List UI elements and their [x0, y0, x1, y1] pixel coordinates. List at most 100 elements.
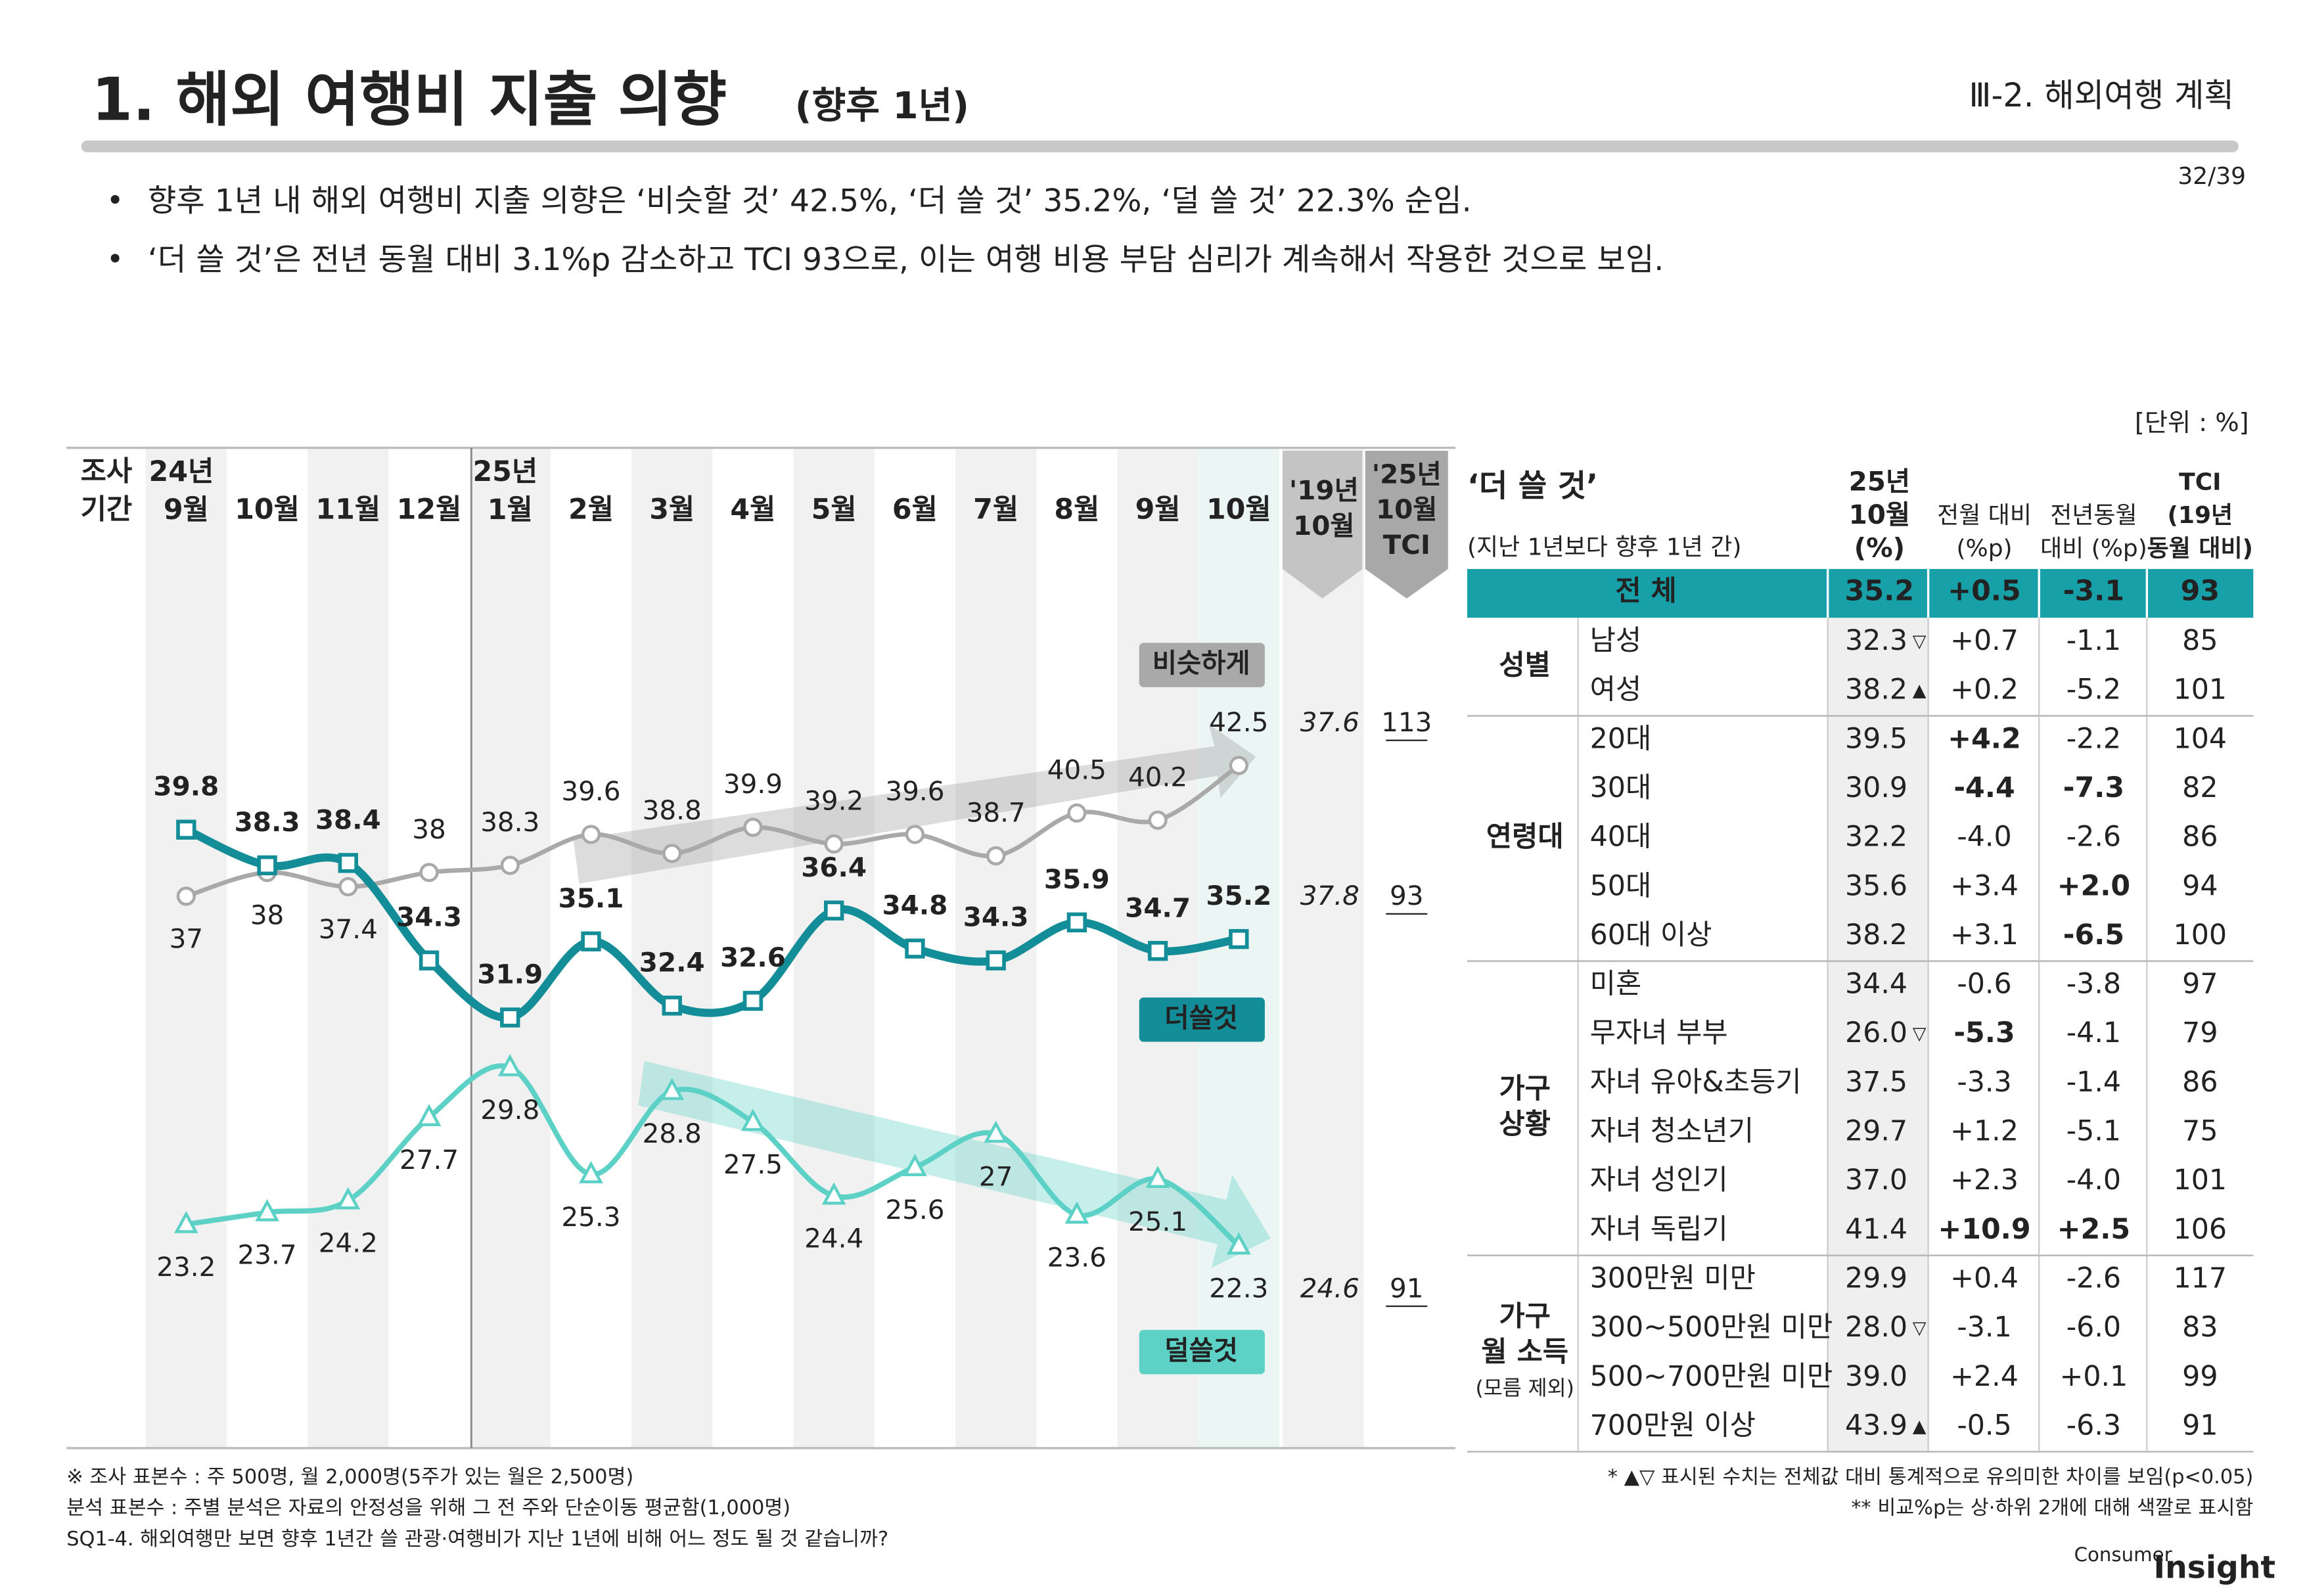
- column-header: TCI: [2179, 469, 2221, 496]
- cell: 75: [2182, 1115, 2218, 1148]
- cell: 37.0: [1845, 1164, 1907, 1197]
- cell: -4.4: [1953, 771, 2015, 804]
- row-label: 자녀 청소년기: [1590, 1115, 1754, 1148]
- column-stripe: [469, 447, 551, 1448]
- row-label: 300~500만원 미만: [1590, 1311, 1833, 1344]
- value-label: 23.7: [238, 1239, 297, 1271]
- footnote: * ▲▽ 표시된 수치는 전체값 대비 통계적으로 유의미한 차이를 보임(p<…: [1608, 1465, 2253, 1488]
- value-label: 35.9: [1044, 863, 1110, 895]
- row-label: 미혼: [1590, 968, 1642, 1001]
- group-label: 연령대: [1486, 821, 1564, 854]
- section-label: Ⅲ-2. 해외여행 계획: [1969, 76, 2234, 114]
- row-label: 500~700만원 미만: [1590, 1360, 1833, 1393]
- cell: 104: [2174, 722, 2227, 755]
- cell: -5.1: [2066, 1115, 2121, 1148]
- value-label: 38.4: [315, 804, 381, 835]
- cell: -3.1: [1957, 1311, 2011, 1344]
- marker: [1226, 1232, 1251, 1255]
- tci-header-label: 10월: [1376, 493, 1438, 525]
- marker: [257, 855, 277, 876]
- comparison-header-label: '19년: [1289, 474, 1359, 506]
- cell: -2.2: [2066, 722, 2121, 755]
- marker: [986, 846, 1006, 866]
- comparison-header-label: 10월: [1293, 510, 1355, 541]
- bullet: ‘더 쓸 것’은 전년 동월 대비 3.1%p 감소하고 TCI 93으로, 이…: [148, 242, 1664, 278]
- cell: 86: [2182, 1066, 2218, 1099]
- value-label: 25.1: [1128, 1206, 1187, 1237]
- cell: 99: [2182, 1360, 2218, 1393]
- value-label: 38.3: [235, 806, 300, 838]
- cell: 38.2: [1845, 919, 1907, 951]
- cell: 32.2: [1845, 821, 1907, 854]
- trend-arrow: [638, 1060, 1271, 1268]
- value-label: 39.2: [804, 785, 863, 816]
- cell: -5.2: [2066, 673, 2121, 706]
- unit: [단위 : %]: [2135, 409, 2249, 438]
- value-label: 27.7: [399, 1144, 459, 1175]
- column-header: 25년: [1849, 466, 1911, 497]
- sig-mark: ▲: [1913, 681, 1927, 701]
- x-tick-label: 12월: [397, 493, 462, 526]
- footnote: SQ1-4. 해외여행만 보면 향후 1년간 쓸 관광·여행비가 지난 1년에 …: [66, 1528, 888, 1551]
- series-line: [184, 826, 1240, 1022]
- cell: -5.3: [1953, 1016, 2015, 1049]
- value-label: 34.3: [396, 901, 462, 933]
- footer: ※ 조사 표본수 : 주 500명, 월 2,000명(5주가 있는 월은 2,…: [66, 1465, 2275, 1585]
- cell: 41.4: [1845, 1213, 1907, 1246]
- marker: [660, 1078, 685, 1101]
- marker: [581, 825, 601, 844]
- marker: [984, 1120, 1009, 1143]
- marker: [338, 877, 358, 897]
- marker: [338, 853, 358, 873]
- marker: [1147, 941, 1168, 961]
- value-label: 36.4: [801, 852, 867, 883]
- row-label: 남성: [1590, 624, 1642, 657]
- cell: 28.0: [1845, 1311, 1907, 1344]
- legend-box: [1139, 997, 1265, 1042]
- column-stripe: [631, 447, 713, 1448]
- x-tick-label: 9월: [1135, 493, 1181, 526]
- x-tick-label: 7월: [973, 493, 1018, 526]
- group-label: 상황: [1499, 1108, 1551, 1141]
- row-label: 무자녀 부부: [1590, 1016, 1728, 1049]
- marker: [1148, 810, 1168, 830]
- cell: -3.8: [2066, 968, 2121, 1001]
- x-tick-label: 24년 9월: [149, 455, 224, 526]
- row-label: 자녀 독립기: [1590, 1213, 1728, 1246]
- x-tick-label: 10월: [1206, 493, 1271, 526]
- header-bar: [81, 140, 2239, 152]
- tci-value: 113: [1381, 706, 1432, 738]
- marker: [905, 825, 925, 844]
- value-label: 40.2: [1128, 761, 1187, 792]
- comparison-value: 37.8: [1300, 880, 1359, 911]
- row-label: 40대: [1590, 821, 1652, 854]
- row-label: 700만원 이상: [1590, 1409, 1756, 1442]
- cell: -6.3: [2066, 1409, 2121, 1442]
- cell: +2.3: [1950, 1164, 2019, 1197]
- x-tick-label: 4월: [730, 493, 775, 526]
- tci-value: 93: [1390, 880, 1423, 911]
- comparison-value: 37.6: [1300, 706, 1359, 738]
- sig-mark: ▲: [1913, 1417, 1927, 1437]
- column-header: 동월 대비): [2147, 536, 2253, 562]
- total-value: 35.2: [1845, 574, 1914, 607]
- total-label: 전 체: [1615, 574, 1676, 607]
- cell: -2.6: [2066, 1262, 2121, 1295]
- column-header: 대비 (%p): [2040, 536, 2147, 562]
- column-header: (%p): [1956, 536, 2012, 562]
- marker: [336, 1187, 361, 1210]
- marker: [173, 1210, 198, 1233]
- row-label: 50대: [1590, 869, 1652, 902]
- x-tick-label: 3월: [649, 493, 695, 526]
- cell: 39.5: [1845, 722, 1907, 755]
- marker: [1064, 1201, 1089, 1224]
- cell: -4.0: [2066, 1164, 2121, 1197]
- cell: 117: [2174, 1262, 2227, 1295]
- value-label: 25.3: [561, 1201, 620, 1233]
- x-tick-label: 11월: [315, 493, 380, 526]
- value-label: 38.7: [967, 797, 1026, 829]
- legend-label: 덜쓸것: [1164, 1334, 1238, 1366]
- row-label: 20대: [1590, 722, 1652, 755]
- sig-mark: ▽: [1913, 1318, 1927, 1338]
